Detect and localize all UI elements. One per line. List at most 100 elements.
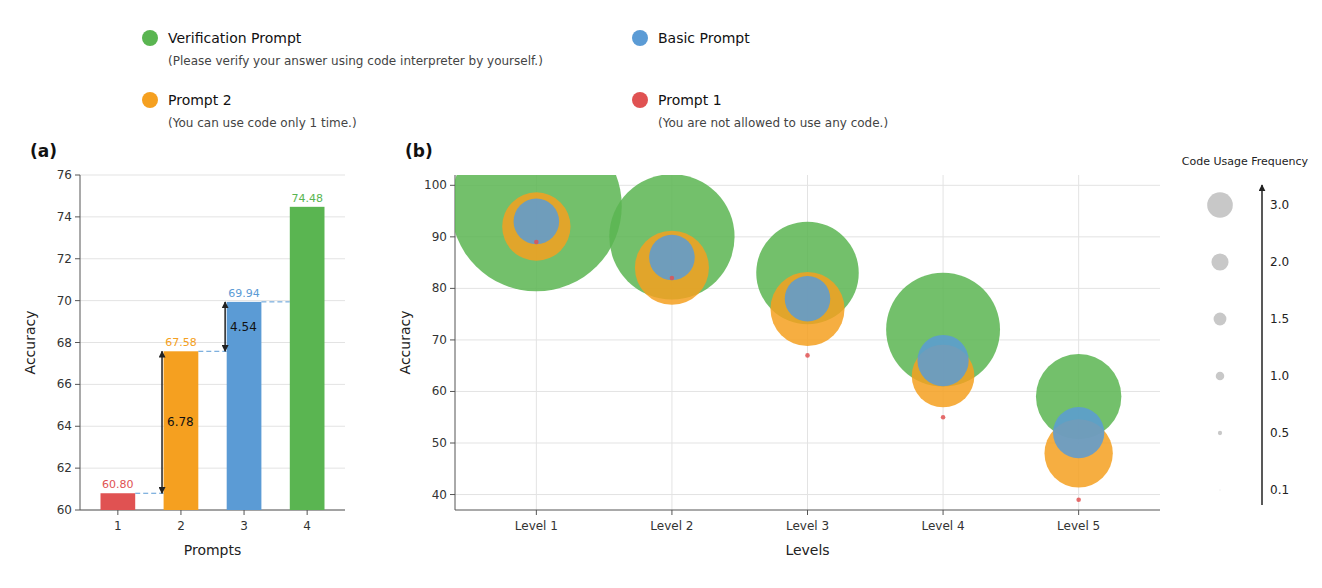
legend-swatch	[142, 92, 158, 108]
data-label: 67.58	[165, 336, 197, 349]
tick-mark	[75, 426, 80, 427]
chart-root: 6062646668707274761234PromptsAccuracy(a)…	[0, 0, 1322, 588]
tick-label: 62	[57, 461, 72, 475]
tick-mark	[180, 510, 181, 515]
bubble	[917, 335, 968, 386]
tick-mark	[75, 216, 80, 217]
bubble	[534, 240, 539, 245]
bubble	[455, 175, 622, 291]
legend-description: (Please verify your answer using code in…	[168, 54, 543, 68]
tick-mark	[450, 288, 455, 289]
bubble	[635, 231, 709, 305]
tick-label: 74	[57, 210, 72, 224]
y-axis-line	[80, 175, 81, 510]
tick-label: 70	[57, 294, 72, 308]
size-legend-label: 1.0	[1270, 369, 1289, 383]
bubble	[649, 235, 695, 281]
tick-mark	[307, 510, 308, 515]
tick-label: 50	[432, 436, 447, 450]
axes: 405060708090100Level 1Level 2Level 3Leve…	[397, 141, 1160, 558]
tick-label: Level 5	[1057, 519, 1100, 533]
size-legend-arrow	[1261, 185, 1263, 505]
legend-swatch	[632, 92, 648, 108]
bar	[227, 302, 262, 510]
bar	[164, 351, 199, 510]
tick-mark	[75, 300, 80, 301]
tick-label: 80	[432, 281, 447, 295]
size-legend-circle	[1218, 431, 1222, 435]
x-axis-label: Levels	[785, 542, 829, 558]
plot-area	[101, 207, 325, 510]
tick-mark	[75, 384, 80, 385]
bubble	[502, 192, 570, 260]
grid-line	[80, 175, 345, 176]
tick-label: 66	[57, 377, 72, 391]
axes: 6062646668707274761234PromptsAccuracy(a)	[22, 141, 345, 558]
size-legend-circle	[1211, 253, 1228, 270]
series	[502, 192, 1113, 487]
bar	[290, 207, 325, 510]
legend: Verification Prompt (Please verify your a…	[142, 30, 888, 130]
legend-swatch	[632, 30, 648, 46]
bubble	[770, 272, 844, 346]
panel-title: (a)	[30, 141, 57, 161]
tick-mark	[117, 510, 118, 515]
bar	[101, 493, 136, 510]
bubble	[670, 276, 675, 281]
tick-mark	[450, 494, 455, 495]
tick-label: 4	[303, 519, 311, 533]
tick-mark	[450, 391, 455, 392]
reference-line	[135, 493, 163, 494]
tick-label: 64	[57, 419, 72, 433]
size-legend: Code Usage Frequency3.02.01.51.00.50.1	[1182, 155, 1309, 505]
tick-mark	[807, 510, 808, 515]
tick-label: 2	[177, 519, 185, 533]
bubble	[805, 353, 810, 358]
tick-label: 90	[432, 230, 447, 244]
data-labels: 60.8067.5869.9474.48	[102, 192, 323, 491]
legend-label: Prompt 1	[658, 92, 722, 108]
tick-mark	[1078, 510, 1079, 515]
tick-mark	[75, 175, 80, 176]
plot-area	[455, 175, 1121, 502]
legend-label: Verification Prompt	[168, 30, 302, 46]
tick-mark	[75, 510, 80, 511]
size-legend-circle	[1214, 313, 1227, 326]
bubble	[886, 273, 1000, 387]
y-axis-label: Accuracy	[397, 311, 413, 375]
x-axis-label: Prompts	[184, 542, 242, 558]
y-axis-label: Accuracy	[22, 311, 38, 375]
annotation-text: 6.78	[167, 415, 194, 429]
size-legend-circle	[1216, 372, 1225, 381]
bubble	[514, 199, 560, 245]
tick-mark	[450, 339, 455, 340]
tick-mark	[75, 468, 80, 469]
tick-label: 72	[57, 252, 72, 266]
tick-mark	[450, 236, 455, 237]
legend-description: (You can use code only 1 time.)	[168, 116, 357, 130]
tick-mark	[75, 342, 80, 343]
series	[455, 175, 1121, 439]
size-legend-circle	[1219, 489, 1221, 491]
bubble	[941, 415, 946, 420]
tick-label: Level 4	[922, 519, 965, 533]
bubble	[1076, 497, 1081, 502]
difference-arrow	[161, 351, 163, 493]
data-label: 60.80	[102, 478, 134, 491]
series	[534, 240, 1081, 502]
annotations: 6.784.54	[162, 302, 257, 493]
tick-label: Level 2	[650, 519, 693, 533]
tick-label: 76	[57, 168, 72, 182]
tick-mark	[450, 443, 455, 444]
size-legend-title: Code Usage Frequency	[1182, 155, 1309, 168]
tick-label: 68	[57, 336, 72, 350]
tick-mark	[536, 510, 537, 515]
tick-label: 40	[432, 488, 447, 502]
bubble	[1053, 407, 1104, 458]
tick-label: 1	[114, 519, 122, 533]
tick-mark	[943, 510, 944, 515]
tick-mark	[450, 185, 455, 186]
size-legend-circle	[1207, 192, 1233, 218]
size-legend-label: 2.0	[1270, 255, 1289, 269]
tick-label: 60	[432, 384, 447, 398]
